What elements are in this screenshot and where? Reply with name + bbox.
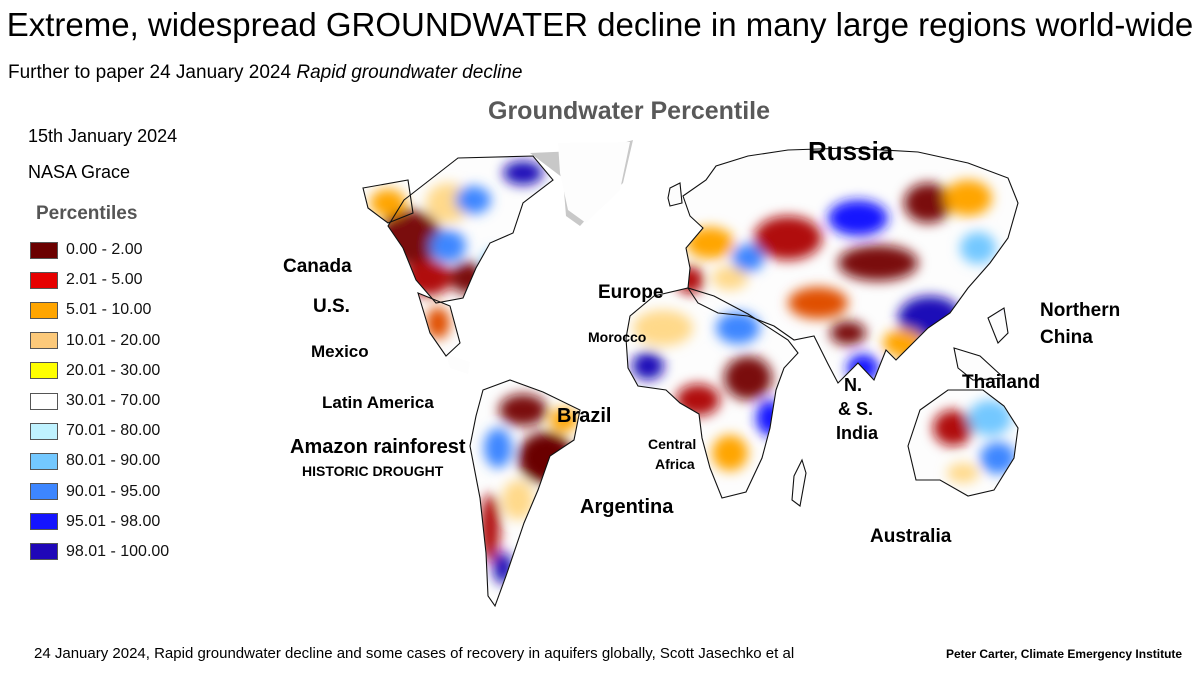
legend-swatch — [30, 422, 58, 440]
label-australia: Australia — [870, 526, 952, 547]
legend-title: Percentiles — [36, 203, 138, 224]
date-label: 15th January 2024 — [28, 126, 178, 146]
main-title: Extreme, widespread GROUNDWATER decline … — [6, 6, 1194, 43]
legend-item: 80.01 - 90.00 — [30, 446, 230, 476]
legend-swatch — [30, 513, 58, 531]
legend-label: 90.01 - 95.00 — [66, 482, 161, 500]
label-latin-america: Latin America — [322, 393, 434, 412]
legend-label: 80.01 - 90.00 — [66, 452, 161, 470]
legend-item: 90.01 - 95.00 — [30, 477, 230, 507]
legend-swatch — [30, 392, 58, 410]
legend-label: 70.01 - 80.00 — [66, 422, 161, 440]
legend-item: 95.01 - 98.00 — [30, 507, 230, 537]
legend-item: 5.01 - 10.00 — [30, 295, 230, 325]
legend-swatch — [30, 483, 58, 501]
label-historic-drought: HISTORIC DROUGHT — [302, 463, 444, 479]
land-data-layer — [363, 142, 1018, 606]
coastlines — [362, 147, 1019, 608]
legend-rows: 0.00 - 2.00 2.01 - 5.00 5.01 - 10.00 10.01 … — [30, 235, 230, 567]
legend-swatch — [30, 362, 58, 380]
label-morocco: Morocco — [588, 329, 647, 345]
subtitle: Further to paper 24 January 2024 Rapid g… — [8, 62, 522, 84]
world-map — [362, 140, 1019, 608]
label-and-s: & S. — [838, 399, 874, 419]
label-russia: Russia — [808, 136, 894, 166]
legend-label: 95.01 - 98.00 — [66, 512, 161, 530]
legend-item: 70.01 - 80.00 — [30, 416, 230, 446]
legend-label: 2.01 - 5.00 — [66, 271, 143, 289]
legend-item: 2.01 - 5.00 — [30, 265, 230, 295]
legend-item: 98.01 - 100.00 — [30, 537, 230, 567]
label-africa: Africa — [655, 456, 695, 472]
legend-item: 20.01 - 30.00 — [30, 356, 230, 386]
legend-swatch — [30, 332, 58, 350]
legend-label: 20.01 - 30.00 — [66, 361, 161, 379]
legend-label: 10.01 - 20.00 — [66, 331, 161, 349]
label-europe: Europe — [598, 282, 664, 303]
label-india: India — [836, 423, 879, 443]
legend-swatch — [30, 452, 58, 470]
legend-label: 5.01 - 10.00 — [66, 301, 152, 319]
label-china: China — [1040, 327, 1093, 348]
legend-swatch — [30, 543, 58, 561]
label-northern: Northern — [1040, 300, 1121, 321]
label-argentina: Argentina — [580, 496, 674, 518]
legend-swatch — [30, 271, 58, 289]
legend-swatch — [30, 301, 58, 319]
legend-item: 30.01 - 70.00 — [30, 386, 230, 416]
label-n: N. — [844, 375, 862, 395]
footer-credit: Peter Carter, Climate Emergency Institut… — [946, 647, 1183, 661]
subtitle-text: Further to paper 24 January 2024 — [8, 62, 297, 83]
label-brazil: Brazil — [557, 405, 612, 427]
legend-item: 10.01 - 20.00 — [30, 326, 230, 356]
label-thailand: Thailand — [962, 372, 1041, 393]
label-mexico: Mexico — [311, 342, 369, 361]
legend: Percentiles 0.00 - 2.00 2.01 - 5.00 5.01 -… — [30, 203, 230, 567]
label-amazon: Amazon rainforest — [290, 436, 466, 458]
label-canada: Canada — [283, 256, 352, 277]
legend-label: 30.01 - 70.00 — [66, 392, 161, 410]
label-central: Central — [648, 436, 697, 452]
legend-label: 98.01 - 100.00 — [66, 542, 170, 560]
footer-citation: 24 January 2024, Rapid groundwater decli… — [34, 645, 795, 662]
legend-item: 0.00 - 2.00 — [30, 235, 230, 265]
map-title: Groundwater Percentile — [488, 97, 771, 125]
subtitle-paper-title: Rapid groundwater decline — [296, 62, 523, 83]
legend-swatch — [30, 241, 58, 259]
legend-label: 0.00 - 2.00 — [66, 241, 143, 259]
source-label: NASA Grace — [28, 162, 131, 182]
label-us: U.S. — [313, 296, 350, 317]
